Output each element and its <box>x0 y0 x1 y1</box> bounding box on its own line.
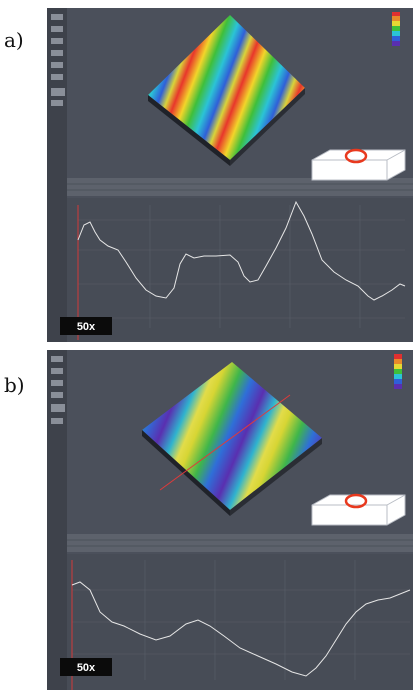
page: {"panels": [{"label": "a)", "magnificati… <box>0 0 413 690</box>
magnification-label: 50x <box>77 662 96 674</box>
screenshot: 50x <box>47 8 413 342</box>
figure: a) 50x b) <box>0 0 413 690</box>
panel-label: a) <box>4 28 24 52</box>
screenshot: 50x <box>47 350 413 690</box>
magnification-label: 50x <box>77 321 96 333</box>
panel-label: b) <box>4 373 25 397</box>
